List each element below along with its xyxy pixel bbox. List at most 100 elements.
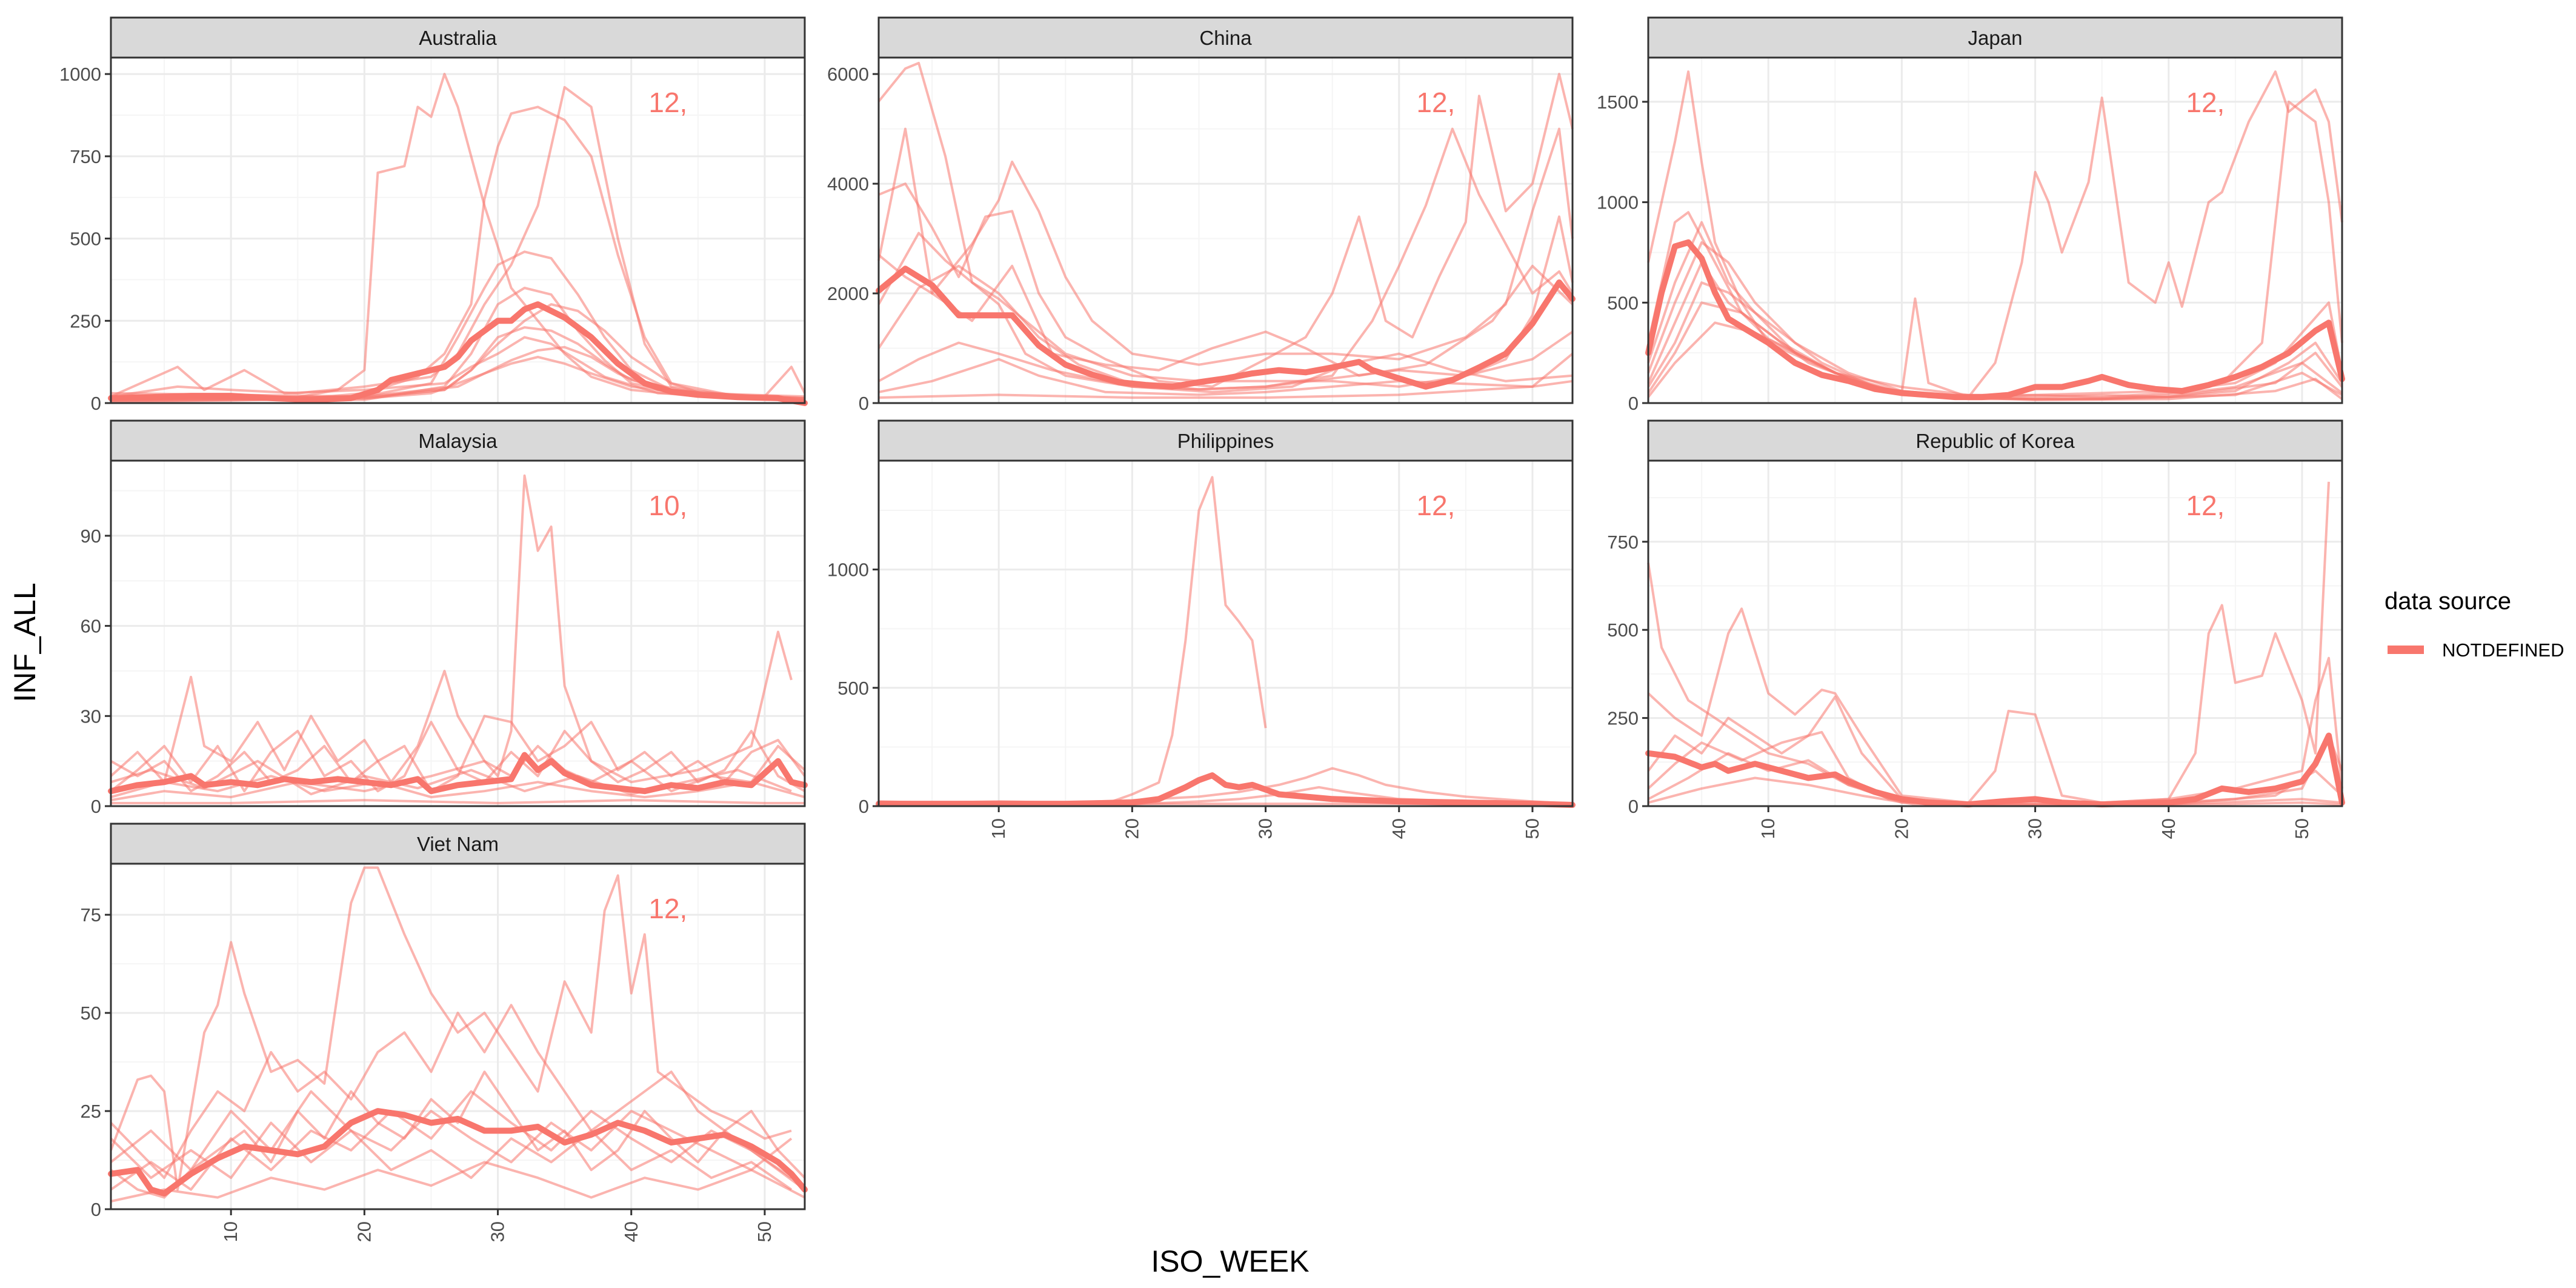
facets-layer: Australia12,02505007501000China12,020004… [59, 16, 2345, 1242]
legend-label: NOTDEFINED [2442, 639, 2564, 661]
facet-malaysia: Malaysia 10, 0 30 60 90 [81, 419, 808, 817]
y-tick-label: 1500 [1597, 92, 1639, 113]
facet-border [1647, 56, 2343, 404]
facet-annotation: 12, [648, 893, 687, 924]
series-line-1 [110, 866, 792, 1191]
y-tick-label: 500 [1607, 619, 1639, 641]
y-tick-label: 0 [1628, 796, 1639, 817]
facet-strip [877, 16, 1574, 59]
facet-strip [1647, 419, 2343, 462]
facet-strip [110, 16, 806, 59]
y-tick-label: 0 [859, 796, 869, 817]
facet-border [110, 56, 806, 404]
y-tick-label: 2000 [827, 283, 869, 304]
y-tick-label: 1000 [827, 559, 869, 581]
facet-strip-label: Viet Nam [417, 833, 499, 855]
facet-viet-nam: Viet Nam 12, 0 25 50 75 10 20 30 40 50 [81, 823, 808, 1242]
mean-line [1645, 239, 2345, 401]
mean-line [876, 265, 1576, 390]
x-tick-label: 50 [754, 1221, 775, 1242]
series-line-5 [110, 1121, 793, 1191]
x-tick-label: 40 [621, 1221, 642, 1242]
facet-republic-of-korea: Republic of Korea 12, 0 250 500 750 10 20 30 40 50 [1607, 419, 2345, 839]
x-axis-title: ISO_WEEK [1151, 1244, 1309, 1278]
x-tick-label: 30 [1255, 818, 1276, 839]
y-tick-label: 75 [81, 904, 101, 926]
x-tick-label: 20 [1891, 818, 1912, 839]
facet-panel [879, 58, 1573, 403]
series-line-2 [878, 73, 1574, 388]
facet-japan: Japan 12, 0 500 1000 1500 [1597, 16, 2345, 414]
facet-annotation: 10, [648, 490, 687, 521]
y-tick-label: 30 [81, 706, 101, 727]
mean-line [1645, 732, 2345, 808]
facet-border [1647, 459, 2343, 807]
facet-strip [1647, 16, 2343, 59]
y-tick-label: 250 [70, 310, 101, 332]
facet-china: China 12, 0 2000 4000 6000 [827, 16, 1576, 414]
series-line-2 [110, 1004, 806, 1191]
facet-australia: Australia 12, 0 250 500 750 1000 [59, 16, 808, 414]
y-tick-label: 0 [91, 393, 101, 414]
facet-strip-label: Japan [1968, 27, 2023, 49]
series-line-8 [878, 379, 1573, 399]
mean-line [108, 301, 808, 406]
facet-border [110, 459, 806, 807]
x-tick-label: 40 [2158, 818, 2179, 839]
facet-border [877, 56, 1574, 404]
facet-panel [1648, 58, 2342, 403]
y-tick-label: 60 [81, 616, 101, 637]
facet-philippines: Philippines 12, 0 500 1000 10 20 30 40 50 [827, 419, 1576, 839]
series-line-6 [1648, 776, 2343, 807]
series-line-6 [878, 341, 1573, 393]
facet-border [877, 459, 1574, 807]
y-axis-title: INF_ALL [8, 582, 42, 702]
series-line-5 [110, 775, 805, 799]
mean-line [108, 1108, 808, 1197]
series-line-6 [111, 287, 805, 401]
facet-annotation: 12, [648, 87, 687, 118]
y-tick-label: 500 [70, 229, 101, 250]
y-tick-label: 0 [91, 1199, 101, 1220]
facet-strip-label: Malaysia [418, 430, 498, 452]
y-tick-label: 1000 [59, 64, 101, 85]
facet-strip [110, 823, 806, 865]
facet-strip [877, 419, 1574, 462]
facet-annotation: 12, [1416, 87, 1455, 118]
facet-strip-label: Australia [419, 27, 497, 49]
y-tick-label: 50 [81, 1003, 101, 1024]
mean-line [876, 772, 1576, 808]
series-line-3 [110, 721, 805, 793]
series-line-7 [110, 1090, 793, 1172]
series-line-4 [110, 715, 806, 793]
x-tick-label: 20 [353, 1221, 374, 1242]
x-tick-label: 10 [220, 1221, 241, 1242]
y-tick-label: 6000 [827, 64, 869, 85]
facet-border [110, 863, 806, 1210]
facet-strip-label: Philippines [1177, 430, 1274, 452]
series-line-2 [1647, 70, 2343, 399]
series-line-3 [1647, 695, 2343, 804]
facet-annotation: 12, [1416, 490, 1455, 521]
y-tick-label: 0 [91, 796, 101, 817]
x-tick-label: 10 [1757, 818, 1779, 839]
x-tick-label: 50 [2291, 818, 2312, 839]
x-tick-label: 30 [2025, 818, 2046, 839]
facet-panel [111, 461, 805, 806]
x-tick-label: 50 [1522, 818, 1543, 839]
series-line-4 [110, 1090, 793, 1191]
facet-strip-label: China [1199, 27, 1252, 49]
y-tick-label: 0 [1628, 393, 1639, 414]
series-line-6 [110, 1161, 805, 1203]
legend: data source NOTDEFINED [2385, 588, 2564, 661]
x-tick-label: 20 [1121, 818, 1142, 839]
facet-panel [879, 461, 1573, 806]
facet-strip [110, 419, 806, 462]
facet-strip-label: Republic of Korea [1915, 430, 2075, 452]
series-line-7 [878, 353, 1574, 396]
y-tick-label: 500 [837, 678, 869, 699]
y-tick-label: 4000 [827, 173, 869, 195]
y-tick-label: 25 [81, 1101, 101, 1122]
y-tick-label: 1000 [1597, 192, 1639, 213]
